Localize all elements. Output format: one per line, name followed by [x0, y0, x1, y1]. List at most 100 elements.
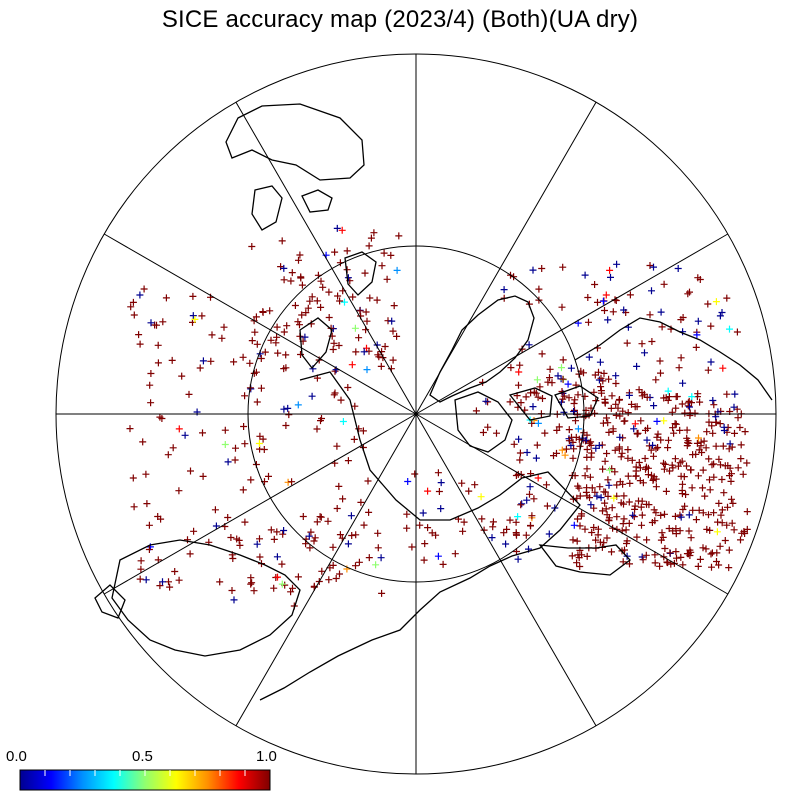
observation-marker	[567, 442, 575, 449]
colorbar-mid-label: 0.5	[132, 748, 153, 765]
observation-marker	[699, 484, 706, 492]
observation-marker	[594, 298, 601, 306]
observation-marker	[280, 527, 288, 534]
observation-marker	[175, 425, 183, 433]
observation-marker	[676, 527, 684, 535]
observation-marker	[611, 446, 619, 454]
observation-marker	[529, 403, 537, 411]
observation-marker	[622, 526, 630, 534]
observation-marker	[532, 454, 540, 462]
observation-marker	[311, 534, 319, 542]
observation-marker	[708, 422, 716, 430]
observation-marker	[129, 298, 137, 306]
observation-marker	[142, 470, 150, 478]
observation-marker	[568, 433, 575, 441]
observation-marker	[661, 510, 668, 518]
observation-marker	[546, 374, 553, 382]
observation-marker	[571, 396, 579, 404]
observation-marker	[648, 338, 656, 345]
observation-marker	[623, 339, 631, 347]
observation-marker	[260, 446, 268, 453]
observation-marker	[267, 526, 275, 534]
observation-marker	[692, 343, 700, 351]
observation-marker	[137, 557, 145, 565]
observation-marker	[713, 528, 721, 536]
observation-marker	[348, 532, 356, 539]
observation-marker	[560, 392, 568, 400]
observation-marker	[272, 339, 280, 347]
observation-marker	[539, 395, 546, 402]
observation-marker	[581, 392, 589, 400]
observation-marker	[325, 314, 333, 321]
observation-marker	[573, 559, 581, 567]
observation-marker	[143, 500, 151, 508]
meridian-line	[235, 101, 417, 415]
graticule	[55, 53, 777, 775]
observation-marker	[165, 578, 172, 586]
observation-marker	[162, 294, 170, 302]
observation-marker	[624, 454, 632, 462]
observation-marker	[530, 388, 538, 396]
meridian-line	[415, 233, 729, 415]
observation-marker	[600, 488, 608, 496]
observation-marker	[584, 294, 592, 301]
observation-marker	[666, 549, 674, 557]
observation-marker	[228, 587, 236, 594]
observation-marker	[156, 413, 164, 421]
observation-marker	[687, 466, 695, 474]
observation-marker	[615, 396, 623, 404]
observation-marker	[189, 312, 197, 320]
observation-marker	[609, 308, 617, 316]
observation-marker	[198, 312, 206, 320]
observation-marker	[273, 333, 281, 341]
observation-marker	[601, 457, 609, 465]
observation-marker	[625, 498, 633, 506]
observation-marker	[628, 456, 636, 464]
observation-marker	[672, 393, 680, 401]
observation-marker	[317, 513, 325, 521]
observation-marker	[669, 424, 677, 432]
observation-marker	[253, 340, 261, 348]
observation-marker	[570, 400, 578, 407]
observation-marker	[716, 542, 724, 550]
observation-marker	[651, 559, 659, 567]
observation-marker	[375, 353, 383, 361]
colorbar-min-label: 0.0	[6, 748, 27, 765]
observation-marker	[333, 224, 341, 232]
observation-marker	[633, 362, 641, 370]
coastline-canadian-archipelago	[454, 385, 599, 453]
observation-marker	[516, 456, 524, 464]
observation-marker	[377, 362, 385, 370]
observation-marker	[278, 560, 286, 568]
observation-marker	[653, 433, 661, 441]
observation-marker	[654, 430, 662, 438]
observation-marker	[706, 476, 713, 484]
observation-marker	[737, 441, 745, 449]
observation-marker	[688, 393, 696, 401]
observation-marker	[599, 507, 606, 515]
observation-marker	[251, 328, 259, 336]
observation-marker	[145, 521, 153, 529]
coastline-alaska	[574, 317, 773, 401]
observation-marker	[674, 265, 682, 272]
observation-marker	[241, 518, 249, 526]
observation-marker	[488, 534, 496, 542]
observation-marker	[633, 403, 641, 411]
observation-marker	[565, 394, 573, 402]
observation-marker	[538, 350, 546, 358]
observation-marker	[472, 407, 480, 415]
observation-marker	[591, 371, 599, 379]
observation-marker	[686, 403, 693, 411]
observation-marker	[644, 424, 652, 432]
observation-marker	[652, 509, 660, 517]
observation-marker	[705, 418, 713, 426]
observation-marker	[538, 265, 546, 272]
observation-marker	[583, 453, 591, 461]
observation-marker	[683, 426, 691, 434]
observation-marker	[636, 477, 644, 485]
observation-marker	[597, 494, 605, 502]
observation-marker	[695, 506, 703, 514]
observation-marker	[156, 582, 164, 590]
observation-marker	[325, 288, 333, 296]
observation-marker	[602, 505, 610, 513]
